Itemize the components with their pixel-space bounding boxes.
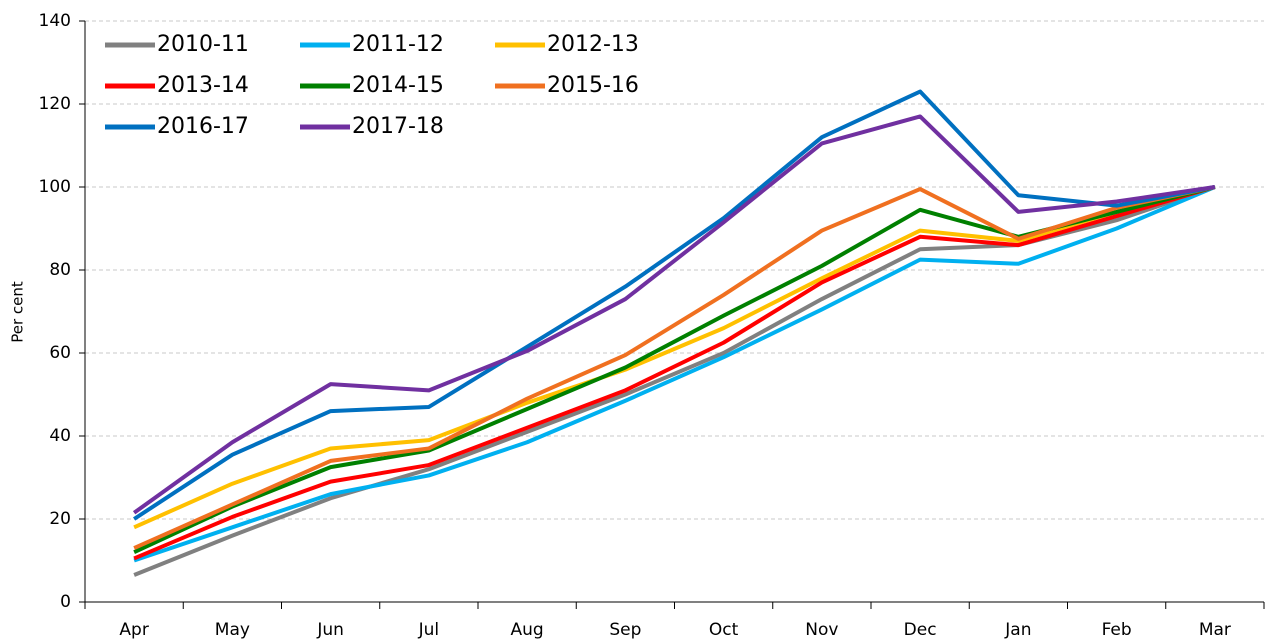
y-tick-label: 0	[60, 592, 71, 612]
series-line	[133, 185, 1216, 561]
x-tick-label: Mar	[1199, 620, 1231, 640]
legend-label: 2012-13	[547, 32, 639, 57]
y-tick-label: 20	[49, 509, 71, 529]
legend-label: 2014-15	[352, 73, 444, 98]
legend-label: 2010-11	[157, 32, 249, 57]
legend-label: 2015-16	[547, 73, 639, 98]
legend-label: 2011-12	[352, 32, 444, 57]
x-tick-label: Sep	[609, 620, 641, 640]
y-tick-label: 120	[39, 94, 71, 114]
series-line	[133, 185, 1216, 555]
legend-label: 2013-14	[157, 73, 249, 98]
y-tick-label: 60	[49, 343, 71, 363]
x-tick-label: Dec	[904, 620, 937, 640]
y-tick-label: 80	[49, 260, 71, 280]
x-tick-label: Nov	[805, 620, 838, 640]
series-line	[133, 185, 1216, 550]
legend-label: 2017-18	[352, 114, 444, 139]
x-tick-label: Jun	[316, 620, 344, 640]
series-line	[132, 114, 1216, 515]
series-line	[133, 185, 1216, 530]
x-tick-label: Jul	[418, 620, 440, 640]
y-axis-label: Per cent	[9, 281, 27, 343]
x-tick-label: Feb	[1102, 620, 1132, 640]
x-tick-label: Oct	[709, 620, 739, 640]
y-tick-label: 100	[39, 177, 71, 197]
x-tick-label: May	[215, 620, 250, 640]
y-tick-label: 40	[49, 426, 71, 446]
series-line	[133, 89, 1216, 521]
series-line	[133, 185, 1216, 563]
legend-label: 2016-17	[157, 114, 249, 139]
y-tick-label: 140	[39, 11, 71, 31]
x-tick-label: Jan	[1004, 620, 1031, 640]
x-tick-label: Aug	[511, 620, 544, 640]
x-tick-label: Apr	[119, 620, 148, 640]
